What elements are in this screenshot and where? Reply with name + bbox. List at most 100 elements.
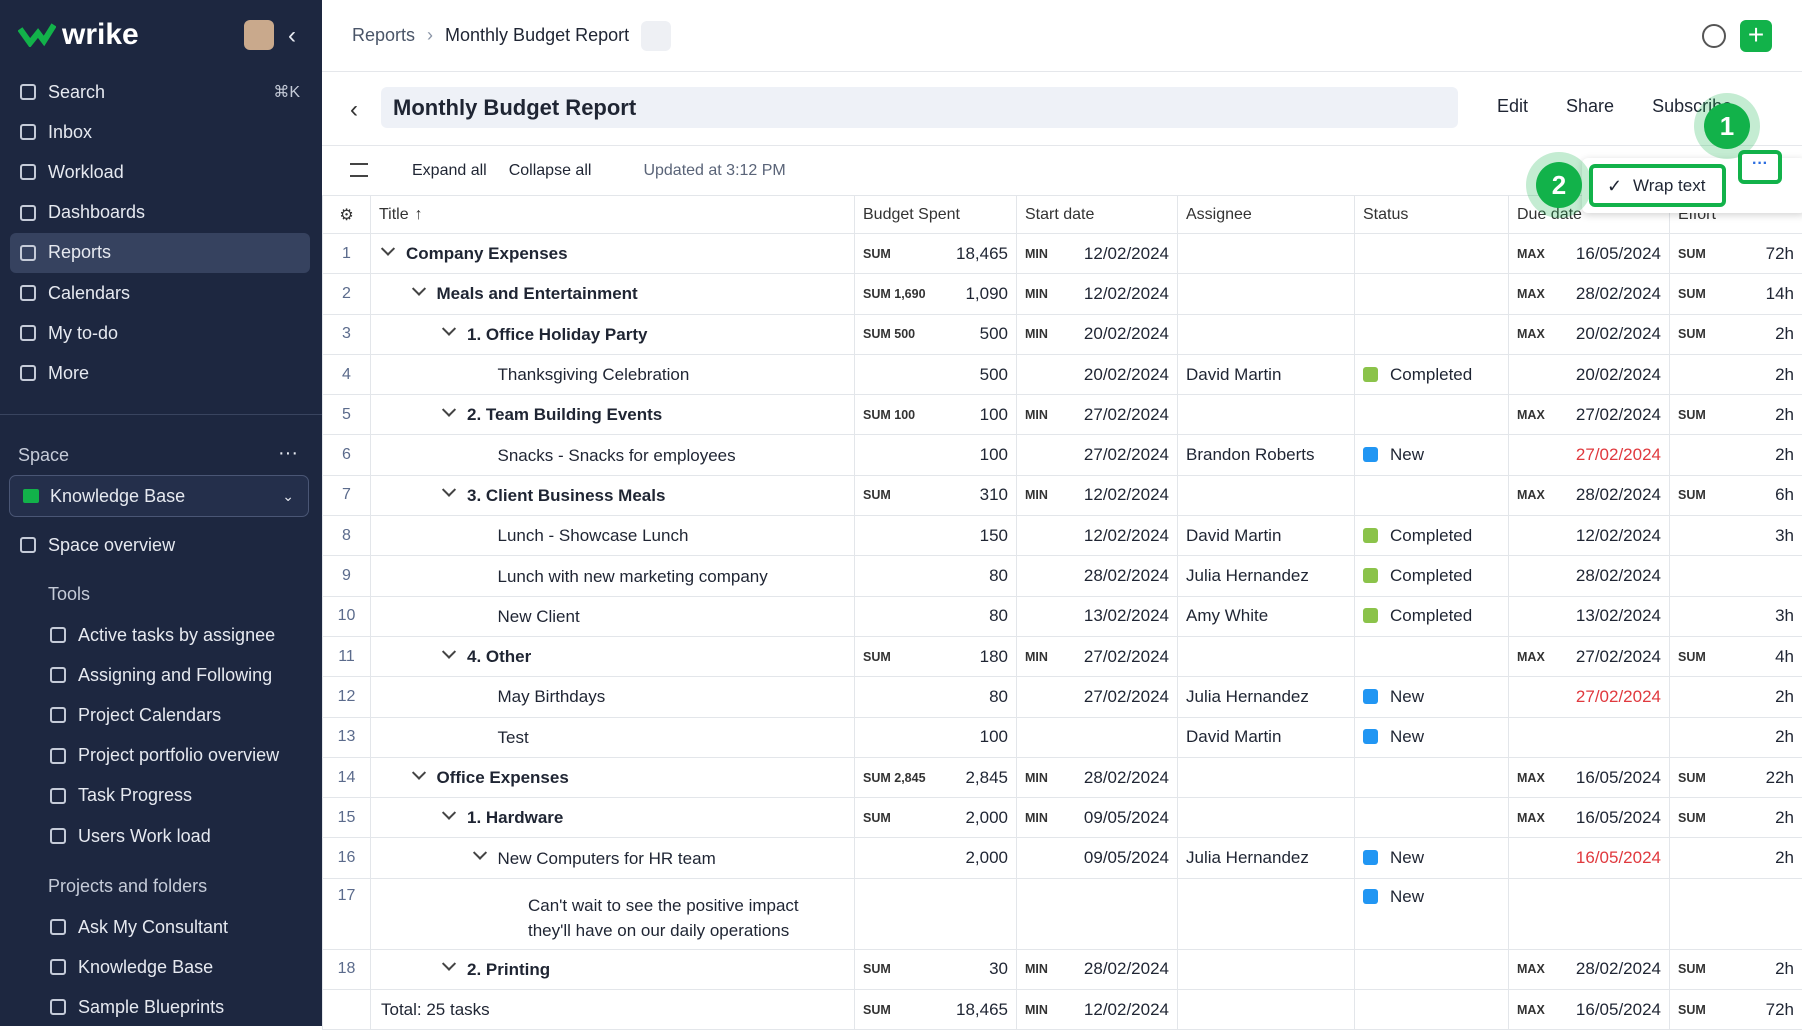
action-button[interactable]: Edit (1497, 96, 1528, 117)
action-button[interactable]: Share (1566, 96, 1614, 117)
toolbar-button[interactable]: Expand all (412, 162, 487, 180)
nav-item[interactable]: Assigning and Following (40, 655, 322, 695)
aggregate-label: MAX (1517, 962, 1545, 976)
rows-icon[interactable] (350, 163, 368, 177)
wrap-text-option[interactable]: ✓Wrap text (1589, 164, 1726, 207)
label: Ask My Consultant (78, 917, 228, 938)
nav-item[interactable]: More (10, 353, 310, 393)
breadcrumb[interactable]: Reports (352, 25, 415, 46)
nav-item[interactable]: Task Progress (40, 776, 322, 816)
aggregate-label: SUM (1678, 327, 1706, 341)
task-title[interactable]: New Computers for HR team (379, 840, 846, 877)
callout: 1 (1704, 103, 1750, 149)
column-header[interactable]: Title↑ (371, 196, 855, 234)
space-select[interactable]: Knowledge Base⌄ (9, 475, 309, 517)
task-title[interactable]: Snacks - Snacks for employees (379, 437, 846, 474)
icon (50, 627, 66, 643)
task-title[interactable]: Meals and Entertainment (379, 275, 846, 312)
nav-item[interactable]: Ask My Consultant (40, 907, 322, 947)
nav-item[interactable]: Users Work load (40, 816, 322, 856)
nav-item[interactable]: Reports (10, 233, 310, 273)
nav-item[interactable]: My to-do (10, 313, 310, 353)
nav-item[interactable]: Project Calendars (40, 695, 322, 735)
column-header[interactable]: Assignee (1178, 196, 1355, 234)
nav-item[interactable]: Inbox (10, 112, 310, 152)
cell-value: 14h (1766, 284, 1794, 304)
cell-value: 09/05/2024 (1084, 848, 1169, 868)
task-title: Total: 25 tasks (379, 991, 846, 1028)
pin-button[interactable] (641, 21, 671, 51)
cell-value: 28/02/2024 (1576, 566, 1661, 586)
cell: 2h (1670, 717, 1802, 757)
nav-item[interactable]: Knowledge Base (40, 947, 322, 987)
collapse-icon[interactable]: ‹ (288, 22, 296, 50)
more-button[interactable]: ··· (1738, 150, 1782, 184)
space-menu[interactable]: ··· (278, 442, 298, 465)
settings-cell[interactable]: ⚙ (323, 196, 371, 234)
aggregate-label: SUM (863, 811, 891, 825)
column-header[interactable]: Start date (1017, 196, 1178, 234)
task-title[interactable]: New Client (379, 598, 846, 635)
task-title[interactable]: Thanksgiving Celebration (379, 356, 846, 393)
help-icon[interactable] (1702, 24, 1726, 48)
cell: 16/05/2024 (1509, 838, 1670, 878)
tools-label[interactable]: Tools (48, 584, 90, 605)
nav-item[interactable]: Active tasks by assignee (40, 615, 322, 655)
callout: 2 (1536, 162, 1582, 208)
task-title[interactable]: May Birthdays (379, 678, 846, 715)
back-button[interactable]: ‹ (350, 96, 358, 124)
task-title[interactable]: Company Expenses (379, 235, 846, 272)
toolbar-button[interactable]: Collapse all (509, 162, 592, 180)
icon (50, 667, 66, 683)
report-title[interactable]: Monthly Budget Report (381, 87, 1458, 128)
aggregate-label: MIN (1025, 287, 1048, 301)
column-header[interactable]: Budget Spent (855, 196, 1017, 234)
status-cell: New (1355, 677, 1509, 717)
add-button[interactable]: + (1740, 20, 1772, 52)
task-title[interactable]: Lunch with new marketing company (379, 558, 846, 595)
assignee-cell: Julia Hernandez (1178, 556, 1355, 596)
column-header[interactable]: Status (1355, 196, 1509, 234)
cell-value: 16/05/2024 (1576, 848, 1661, 868)
cell-value: 27/02/2024 (1084, 687, 1169, 707)
icon (20, 245, 36, 261)
task-title[interactable]: Test (379, 719, 846, 756)
nav-item[interactable]: Workload (10, 152, 310, 192)
nav-item[interactable]: Project portfolio overview (40, 736, 322, 776)
nav-item[interactable]: Sample Blueprints (40, 987, 322, 1026)
nav-item[interactable]: Dashboards (10, 193, 310, 233)
icon (20, 164, 36, 180)
space-label: Space (18, 445, 69, 466)
cell-value: 100 (980, 727, 1008, 747)
icon (20, 205, 36, 221)
space-overview[interactable]: Space overview (10, 525, 310, 565)
task-title[interactable]: Lunch - Showcase Lunch (379, 517, 846, 554)
avatar[interactable] (244, 20, 274, 50)
row-number: 7 (323, 475, 371, 515)
task-title[interactable]: Can't wait to see the positive impact th… (379, 887, 846, 949)
nav-item[interactable]: Search⌘K (10, 72, 310, 112)
projects-label[interactable]: Projects and folders (48, 876, 207, 897)
nav-item[interactable]: Calendars (10, 273, 310, 313)
task-title[interactable]: Office Expenses (379, 759, 846, 796)
